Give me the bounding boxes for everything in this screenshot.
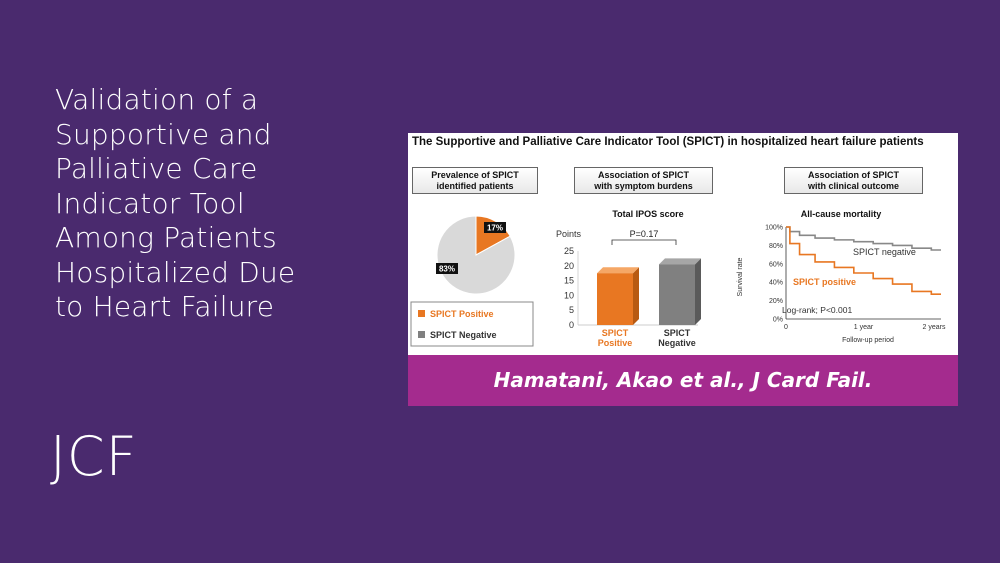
survival-ytick: 60% [769, 261, 783, 268]
bar-ytick: 0 [569, 320, 574, 330]
survival-ytick: 0% [773, 317, 783, 324]
title-line: Validation of a [55, 83, 259, 116]
pvalue-bracket [611, 239, 677, 245]
charts-svg: 17% 83% SPICT Positive SPICT Negative Tot… [410, 209, 946, 348]
survival-title: All-cause mortality [801, 209, 882, 219]
slide-title: Validation of a Supportive and Palliativ… [55, 83, 385, 325]
slice-label-box [484, 222, 506, 233]
bar-side [633, 267, 639, 325]
bar-ytick: 10 [564, 290, 574, 300]
legend-box [410, 301, 534, 347]
panel-head-line: Association of SPICT [807, 170, 899, 180]
title-line: Hospitalized Due [55, 255, 296, 289]
panel-head-line: Association of SPICT [597, 170, 689, 180]
survival-xtick: 2 years [923, 324, 946, 331]
abstract-title: The Supportive and Palliative Care Indic… [412, 136, 924, 148]
bar-category-label: SPICT [664, 328, 691, 338]
legend-label-negative: SPICT Negative [430, 330, 497, 340]
survival-ytick: 20% [769, 298, 783, 305]
bar-ytick: 5 [569, 305, 574, 315]
pie-slice [436, 215, 516, 295]
survival-chart: All-cause mortality Survival rate Follow… [737, 209, 946, 344]
survival-ytick: 80% [769, 243, 783, 250]
panel-head-outcome: Association of SPICT with clinical outco… [784, 167, 923, 194]
series-label-negative: SPICT negative [853, 247, 916, 257]
citation: Hamatani, Akao et al., J Card Fail. [493, 368, 873, 392]
survival-xtick: 0 [784, 324, 788, 331]
title-line: Supportive and [55, 117, 272, 151]
survival-ylabel: Survival rate [737, 257, 744, 296]
bar-side [695, 258, 701, 325]
slice-label: 17% [487, 224, 503, 233]
pie-legend: SPICT Positive SPICT Negative [410, 301, 534, 347]
bar-ytick: 20 [564, 261, 574, 271]
bar-pvalue: P=0.17 [630, 229, 659, 239]
bar-chart-title: Total IPOS score [612, 209, 683, 219]
bar-ylabel: Points [556, 229, 582, 239]
bar-top [659, 258, 701, 265]
bar-category-label: SPICT [602, 328, 629, 338]
legend-swatch-positive [418, 310, 425, 317]
bar-category-label: Positive [598, 338, 633, 348]
bar-ytick: 15 [564, 276, 574, 286]
bar-top [597, 267, 639, 274]
bar-category-label: Negative [658, 338, 696, 348]
slice-label: 83% [439, 265, 455, 274]
graphical-abstract: The Supportive and Palliative Care Indic… [408, 133, 958, 406]
slice-label-box [436, 263, 458, 274]
bar-ytick: 25 [564, 246, 574, 256]
survival-ytick: 100% [765, 225, 783, 232]
title-line: Palliative Care [55, 152, 258, 185]
panel-head-line: with clinical outcome [807, 181, 899, 191]
legend-label-positive: SPICT Positive [430, 309, 494, 319]
bar-chart: Total IPOS score Points 0 5 10 15 20 25 SPICT… [556, 209, 701, 348]
survival-ytick: 40% [769, 280, 783, 287]
title-line: to Heart Failure [55, 290, 275, 323]
survival-lines [786, 226, 941, 295]
panel-head-line: Prevalence of SPICT [431, 170, 519, 180]
series-label-positive: SPICT positive [793, 277, 856, 287]
legend-swatch-negative [418, 331, 425, 338]
survival-xtick: 1 year [854, 324, 874, 331]
panel-head-symptoms: Association of SPICT with symptom burden… [574, 167, 713, 194]
citation-band: Hamatani, Akao et al., J Card Fail. [408, 355, 958, 406]
title-line: Indicator Tool [55, 186, 245, 220]
title-line: Among Patients [55, 221, 277, 254]
survival-xlabel: Follow-up period [842, 337, 894, 344]
panel-head-line: with symptom burdens [594, 181, 693, 191]
panel-head-line: identified patients [436, 181, 514, 191]
survival-series-line [786, 226, 941, 251]
survival-logrank: Log-rank; P<0.001 [782, 305, 852, 315]
bar [659, 264, 695, 325]
bar [597, 273, 633, 325]
panel-head-prevalence: Prevalence of SPICT identified patients [412, 167, 538, 194]
bar-marks [597, 258, 701, 325]
survival-series-line [786, 226, 941, 295]
pie-chart: 17% 83% [436, 215, 516, 295]
survival-axes: 0% 20% 40% 60% 80% 100% 0 1 year 2 years [765, 225, 946, 332]
journal-abbreviation: JCF [50, 425, 138, 488]
